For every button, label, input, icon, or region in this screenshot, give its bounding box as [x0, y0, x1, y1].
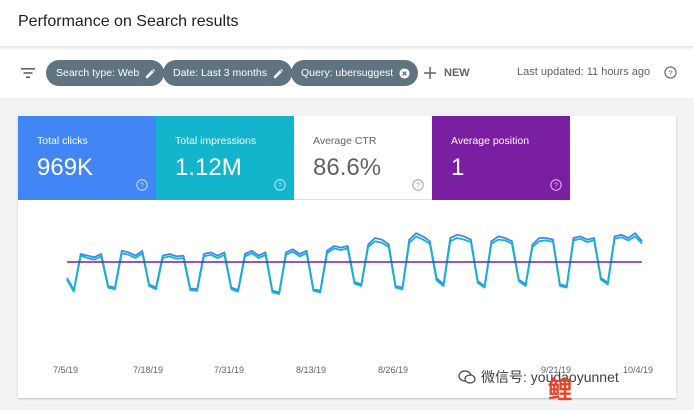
- last-updated-text: Last updated: 11 hours ago: [517, 66, 651, 78]
- metric-label: Total impressions: [175, 135, 257, 147]
- new-filter-button[interactable]: NEW: [424, 64, 470, 82]
- metric-total-impressions[interactable]: Total impressions 1.12M ?: [156, 116, 294, 200]
- help-icon[interactable]: ?: [550, 179, 562, 191]
- performance-line-chart: [66, 232, 643, 295]
- close-icon[interactable]: [399, 67, 410, 79]
- plus-icon: [424, 67, 436, 79]
- filter-chip-search-type[interactable]: Search type: Web: [46, 60, 165, 86]
- svg-text:?: ?: [140, 183, 144, 190]
- svg-text:?: ?: [554, 183, 558, 190]
- svg-text:?: ?: [668, 68, 672, 77]
- filter-chip-query[interactable]: Query: ubersuggest: [291, 60, 419, 86]
- chip-label: Date: Last 3 months: [173, 67, 267, 79]
- x-tick-label: 9/21/19: [541, 365, 572, 375]
- metric-label: Total clicks: [37, 135, 88, 147]
- chip-label: Search type: Web: [56, 67, 140, 79]
- series-line-1: [66, 235, 643, 295]
- metric-value: 1.12M: [175, 154, 242, 181]
- wechat-icon: [458, 370, 476, 384]
- filter-bar: Search type: Web Date: Last 3 months Que…: [0, 56, 694, 90]
- edit-icon[interactable]: [273, 68, 284, 79]
- help-icon[interactable]: ?: [274, 179, 286, 191]
- filter-icon[interactable]: [20, 65, 36, 81]
- x-tick-label: 8/13/19: [296, 365, 327, 375]
- x-tick-label: 8/26/19: [378, 365, 409, 375]
- metric-label: Average position: [451, 135, 530, 147]
- filter-chip-date[interactable]: Date: Last 3 months: [163, 60, 292, 86]
- metric-label: Average CTR: [313, 135, 377, 147]
- metric-value: 969K: [37, 154, 94, 181]
- x-tick-label: 7/18/19: [133, 365, 164, 375]
- watermark: 微信号: youdaoyunnet: [458, 367, 619, 387]
- chip-label: Query: ubersuggest: [301, 67, 394, 79]
- x-tick-label: 10/4/19: [623, 365, 654, 375]
- page-title: Performance on Search results: [18, 13, 239, 30]
- svg-text:?: ?: [278, 183, 282, 190]
- edit-icon[interactable]: [145, 68, 156, 79]
- help-icon[interactable]: ?: [664, 66, 677, 79]
- watermark-logo: 鲤: [548, 377, 572, 404]
- help-icon[interactable]: ?: [136, 179, 148, 191]
- metric-average-position[interactable]: Average position 1 ?: [432, 116, 570, 200]
- help-icon[interactable]: ?: [412, 179, 424, 191]
- new-filter-label: NEW: [444, 67, 470, 79]
- x-tick-label: 7/31/19: [214, 365, 245, 375]
- metric-average-ctr[interactable]: Average CTR 86.6% ?: [294, 116, 432, 200]
- metric-value: 86.6%: [313, 154, 382, 181]
- metric-value: 1: [451, 154, 465, 181]
- x-tick-label: 7/5/19: [53, 365, 79, 375]
- metric-total-clicks[interactable]: Total clicks 969K ?: [18, 116, 156, 200]
- watermark-text: 微信号: youdaoyunnet: [481, 369, 619, 385]
- page-header: Performance on Search results: [0, 0, 694, 46]
- svg-text:?: ?: [416, 183, 420, 190]
